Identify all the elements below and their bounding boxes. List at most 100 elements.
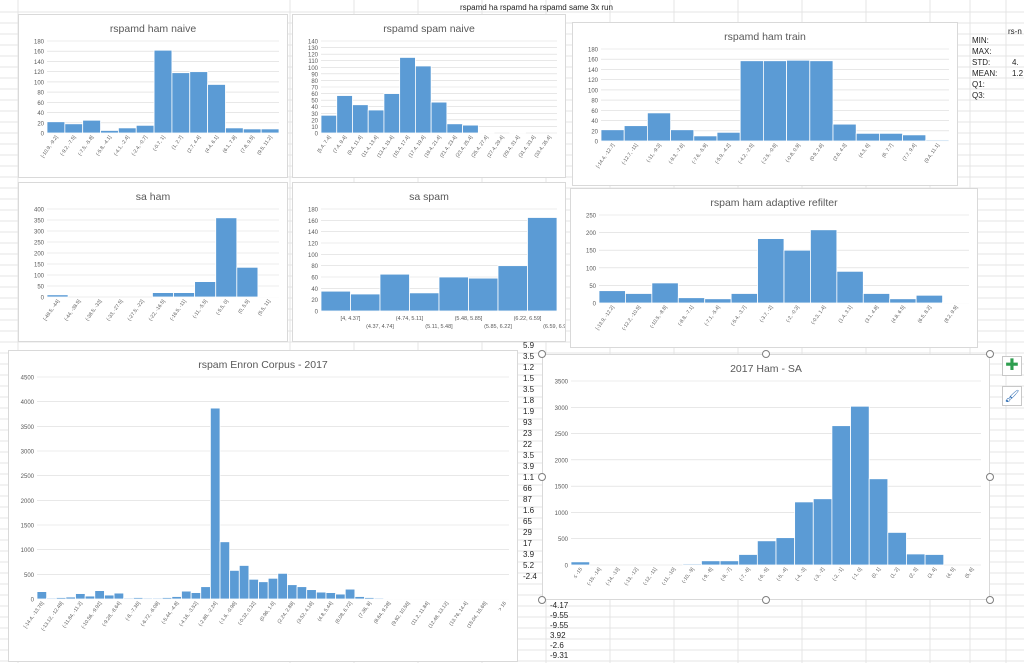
x-tick-label: (-5, -4] xyxy=(776,566,790,582)
resize-handle-bottom-right[interactable] xyxy=(986,596,994,604)
x-tick-label: (-27.5, -22] xyxy=(127,298,146,322)
histogram-bar xyxy=(336,95,353,134)
histogram-bar xyxy=(862,293,891,304)
histogram-bar xyxy=(383,93,401,134)
stats-value: 4. xyxy=(1012,58,1019,67)
histogram-bar xyxy=(670,129,695,142)
y-tick-label: 140 xyxy=(588,68,599,74)
chart-rspamd-ham-train[interactable]: rspamd ham train 0 20 40 60 80 100 120 140 160 180… xyxy=(572,22,958,186)
x-tick-label: (8.64, 9.28] xyxy=(373,600,393,625)
chart-svg: sa ham 0 50 100 150 200 250 300 350 400 [-49.5, -4… xyxy=(34,191,280,322)
y-tick-label: 160 xyxy=(308,219,319,225)
x-tick-label: (-2, -0.3] xyxy=(785,304,801,323)
x-tick-label: (-5.5, 0] xyxy=(215,298,230,316)
stats-label: Q1: xyxy=(972,80,985,89)
stats-label: MEAN: xyxy=(972,69,998,78)
y-tick-label: 130 xyxy=(308,46,319,52)
y-tick-label: 0 xyxy=(565,564,569,570)
histogram-bar xyxy=(248,578,259,600)
chart-styles-button[interactable]: 🖌 xyxy=(1002,386,1022,406)
plus-icon: ✚ xyxy=(1005,357,1019,374)
chart-rspam-ham-adaptive-refilter[interactable]: rspam ham adaptive refilter 0 50 100 150 200 2… xyxy=(570,188,978,348)
histogram-bar xyxy=(716,131,741,142)
histogram-bar xyxy=(651,282,679,304)
x-tick-label: (-7.5, -5.8] xyxy=(77,134,95,157)
histogram-bar xyxy=(855,132,880,142)
y-tick-label: 60 xyxy=(311,276,318,282)
histogram-bar xyxy=(756,540,777,566)
histogram-bar xyxy=(915,294,943,304)
y-tick-label: 300 xyxy=(34,230,45,236)
x-tick-label: > 16 xyxy=(497,601,508,613)
column-value-cell: 65 xyxy=(523,517,532,526)
histogram-bar xyxy=(367,109,385,134)
bottom-value-cell: -9.31 xyxy=(550,651,569,660)
resize-handle-left[interactable] xyxy=(538,473,546,481)
y-tick-label: 100 xyxy=(34,80,45,86)
resize-handle-right[interactable] xyxy=(986,473,994,481)
stats-label: MAX: xyxy=(972,47,992,56)
chart-sa-ham[interactable]: sa ham 0 50 100 150 200 250 300 350 400 [-49.5, -4… xyxy=(18,182,288,342)
histogram-bar xyxy=(344,588,356,600)
histogram-bar xyxy=(171,72,191,134)
chart-rspamd-ham-naive[interactable]: rspamd ham naive 0 20 40 60 80 100 120 140 160 180… xyxy=(18,14,288,178)
x-tick-label: (3.1, 4.8] xyxy=(864,304,881,324)
resize-handle-top[interactable] xyxy=(762,350,770,358)
y-tick-label: 20 xyxy=(591,129,598,135)
x-tick-label: (5.85, 6.22] xyxy=(484,324,512,330)
resize-handle-bottom-left[interactable] xyxy=(538,596,546,604)
histogram-bar xyxy=(325,592,337,600)
chart-2017-ham-sa[interactable]: 2017 Ham - SA 0 500 1000 1500 2000 2500 3000 350… xyxy=(542,354,990,600)
chart-sa-spam[interactable]: sa spam 0 20 40 60 80 100 120 140 160 180 [4, 4.37]… xyxy=(292,182,566,342)
x-tick-label: (-2.4, -0.7] xyxy=(131,134,149,157)
histogram-bar xyxy=(354,596,365,600)
x-tick-label: (1, 2] xyxy=(889,566,901,579)
x-tick-label: (-4, -3] xyxy=(794,566,808,582)
y-tick-label: 120 xyxy=(308,53,319,59)
sheet-header-text: rspamd ha rspamd ha rspamd same 3x run xyxy=(460,3,613,12)
histogram-bar xyxy=(267,577,279,600)
histogram-bar xyxy=(832,123,857,142)
y-tick-label: 50 xyxy=(589,284,596,290)
x-tick-label: (7.8, 9.5] xyxy=(240,134,257,154)
chart-title: rspam Enron Corpus - 2017 xyxy=(198,359,328,371)
x-tick-label: (5.11, 5.48] xyxy=(425,324,453,330)
x-tick-label: (-9, -8] xyxy=(701,566,715,582)
y-tick-label: 150 xyxy=(586,249,597,255)
y-tick-label: 400 xyxy=(34,208,45,214)
histogram-bar xyxy=(738,554,758,566)
bottom-value-cell: -9.55 xyxy=(550,621,569,630)
chart-elements-button[interactable]: ✚ xyxy=(1002,356,1022,376)
resize-handle-top-left[interactable] xyxy=(538,350,546,358)
x-tick-label: (-10.56, -9.92] xyxy=(80,600,103,630)
resize-handle-bottom[interactable] xyxy=(762,596,770,604)
histogram-bar xyxy=(320,114,338,134)
histogram-bar xyxy=(730,293,758,304)
histogram-bar xyxy=(190,592,202,600)
histogram-bar xyxy=(430,101,448,134)
resize-handle-top-right[interactable] xyxy=(986,350,994,358)
y-tick-label: 3000 xyxy=(555,406,569,412)
x-tick-label: (6, 7.7] xyxy=(881,142,895,159)
x-tick-label: (7.36, 8] xyxy=(358,600,374,619)
histogram-bar xyxy=(194,281,217,298)
y-tick-label: 100 xyxy=(308,66,319,72)
y-tick-label: 0 xyxy=(315,310,319,316)
x-tick-label: (-14, -13] xyxy=(605,566,622,587)
x-tick-label: [-13.9, -12.2] xyxy=(595,304,617,331)
chart-rspam-enron-corpus-2017[interactable]: rspam Enron Corpus - 2017 0 500 1000 1500 200… xyxy=(8,350,518,662)
histogram-bar xyxy=(258,581,269,600)
column-value-cell: 93 xyxy=(523,418,532,427)
chart-rspamd-spam-naive[interactable]: rspamd spam naive 0 10 20 30 40 50 60 70 80 90 100 1… xyxy=(292,14,566,178)
histogram-bar xyxy=(446,123,464,134)
histogram-bar xyxy=(786,59,811,142)
histogram-bar xyxy=(468,277,499,312)
chart-svg: rspam ham adaptive refilter 0 50 100 150 200 2… xyxy=(586,197,970,332)
histogram-bar xyxy=(55,597,67,600)
x-tick-label: (-13, -12] xyxy=(623,566,640,587)
y-tick-label: 80 xyxy=(311,79,318,85)
y-tick-label: 80 xyxy=(591,99,598,105)
y-tick-label: 0 xyxy=(315,132,319,138)
x-tick-label: (-11, -9.3] xyxy=(645,142,662,163)
y-tick-label: 120 xyxy=(34,70,45,76)
